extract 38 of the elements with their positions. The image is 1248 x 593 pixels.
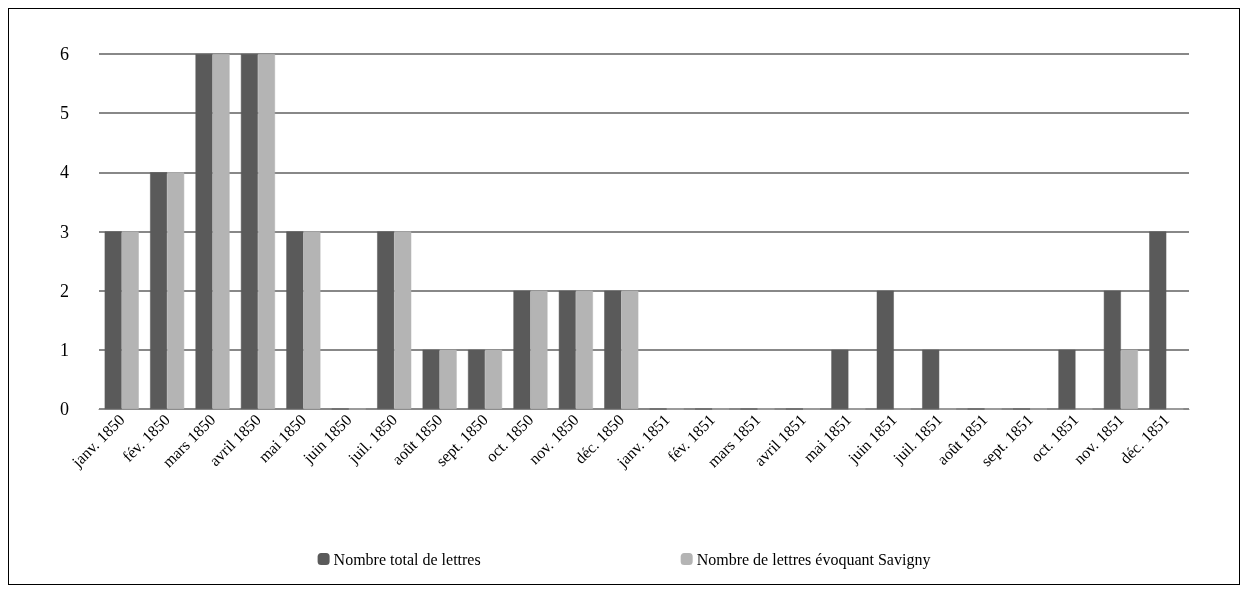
bar [286,231,304,409]
bar [195,54,213,409]
bar [513,290,531,409]
y-tick-label: 1 [60,339,69,360]
bar [167,172,185,409]
bar [439,349,457,409]
bar [468,349,486,409]
bar [212,54,230,409]
y-tick-label: 2 [60,280,69,301]
y-tick-label: 3 [60,221,69,242]
bar [377,231,395,409]
bar [530,290,548,409]
y-tick-label: 5 [60,103,69,124]
bar [485,349,503,409]
bar [422,349,440,409]
y-tick-label: 0 [60,399,69,419]
bar [1120,349,1138,409]
bar [558,290,576,409]
bar [922,349,940,409]
bar [1103,290,1121,409]
bar [621,290,639,409]
bar [831,349,849,409]
bar [575,290,593,409]
bar [257,54,275,409]
bar [104,231,122,409]
bar [876,290,894,409]
bar [604,290,622,409]
bar [240,54,258,409]
y-tick-label: 4 [60,162,69,183]
bar [121,231,139,409]
bar [1058,349,1076,409]
bar [394,231,412,409]
bar [303,231,321,409]
legend-label: Nombre total de lettres [333,550,481,568]
y-tick-label: 6 [60,44,69,64]
legend-label: Nombre de lettres évoquant Savigny [696,550,931,569]
bar [1149,231,1167,409]
bar [150,172,168,409]
